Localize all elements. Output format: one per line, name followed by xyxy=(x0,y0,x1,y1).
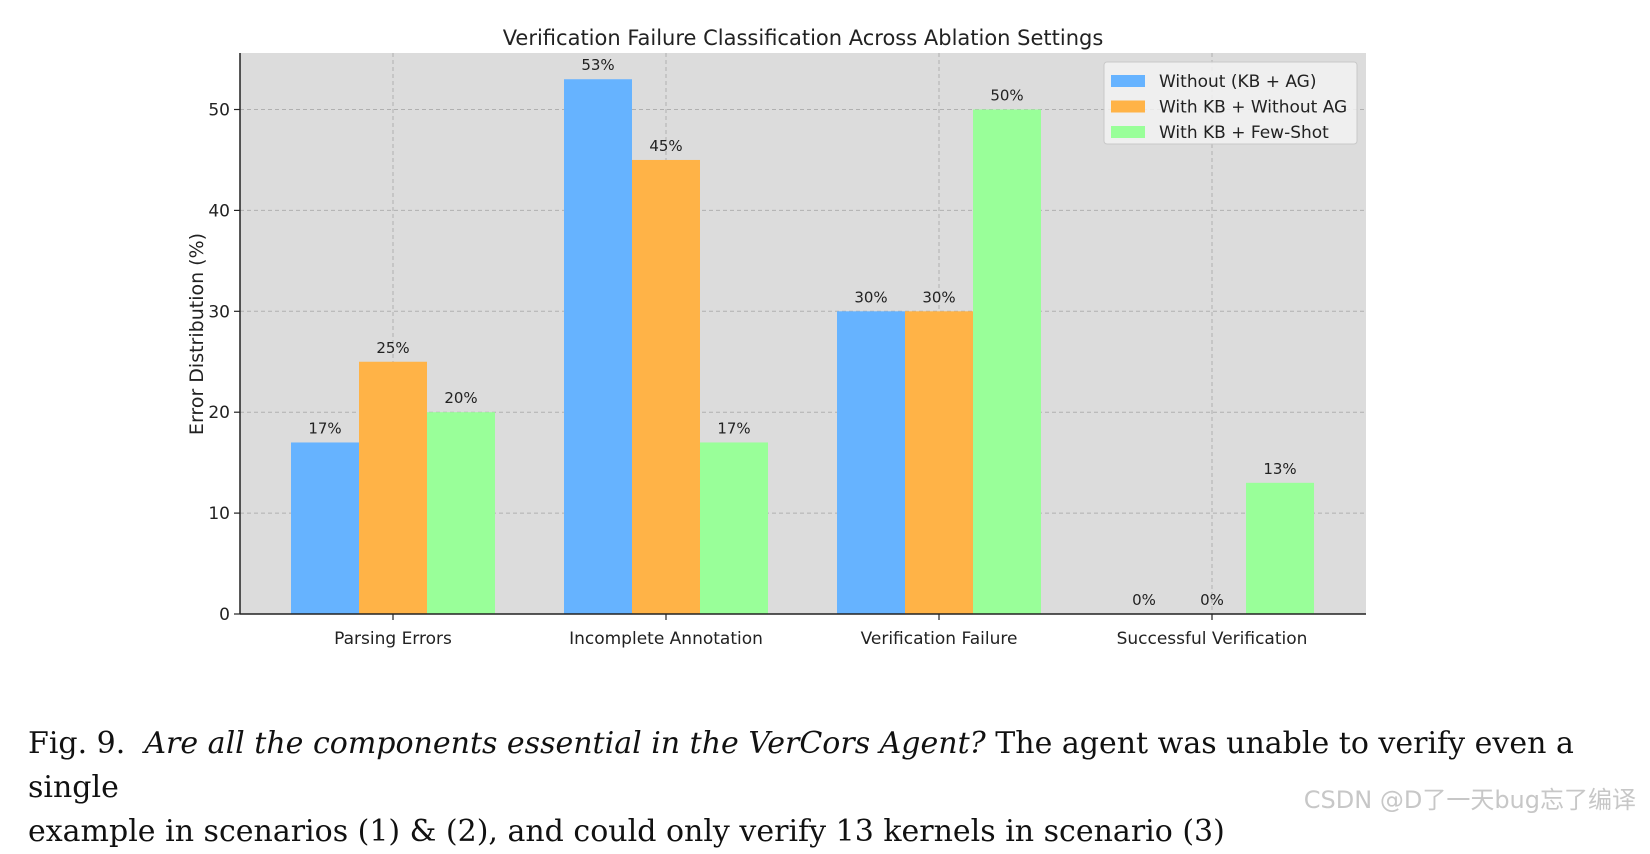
bar-value-labels: 17% 53% 30% 0% 25% 45% 30% 0% 20% 17% 50% 13% xyxy=(308,56,1296,609)
bar xyxy=(1246,482,1314,614)
caption-italic-question: Are all the components essential in the … xyxy=(144,726,986,761)
bar-value-label: 50% xyxy=(990,87,1023,105)
y-ticks: 0 10 20 30 40 50 xyxy=(208,101,240,625)
bar xyxy=(291,442,359,614)
x-tick-label: Successful Verification xyxy=(1117,629,1308,649)
y-tick-label: 0 xyxy=(219,605,230,625)
bar xyxy=(564,79,632,614)
y-tick-label: 40 xyxy=(208,201,230,221)
bar-value-label: 45% xyxy=(649,137,682,155)
bar xyxy=(359,361,427,614)
caption-text-line-1: The agent was unable to verify even a si… xyxy=(28,726,1574,805)
bar xyxy=(700,442,768,614)
caption-line-2: example in scenarios (1) & (2), and coul… xyxy=(28,814,1225,849)
legend-label: With KB + Few-Shot xyxy=(1159,123,1329,143)
x-tick-label: Incomplete Annotation xyxy=(569,629,763,649)
bar-value-label: 0% xyxy=(1132,591,1156,609)
bar-value-label: 17% xyxy=(308,419,341,437)
bar xyxy=(427,412,495,614)
legend-label: With KB + Without AG xyxy=(1159,98,1347,118)
bar-value-label: 25% xyxy=(376,339,409,357)
bar xyxy=(973,109,1041,614)
x-tick-label: Verification Failure xyxy=(861,629,1018,649)
legend-swatch xyxy=(1111,126,1145,138)
legend-swatch xyxy=(1111,75,1145,87)
legend-label: Without (KB + AG) xyxy=(1159,72,1316,92)
bar-chart: 17% 53% 30% 0% 25% 45% 30% 0% 20% 17% 50% 13% 0 10 20… xyxy=(186,26,1366,649)
bar-value-label: 17% xyxy=(717,419,750,437)
bars xyxy=(291,79,1314,614)
bar xyxy=(837,311,905,614)
bar-value-label: 30% xyxy=(922,288,955,306)
bar-value-label: 13% xyxy=(1263,460,1296,478)
legend-box xyxy=(1103,61,1358,145)
bar-value-label: 53% xyxy=(581,56,614,74)
y-tick-label: 10 xyxy=(208,504,230,524)
bar xyxy=(632,159,700,614)
chart-title: Verification Failure Classification Acro… xyxy=(503,26,1104,50)
y-tick-label: 50 xyxy=(208,101,230,121)
bar-value-label: 20% xyxy=(444,389,477,407)
legend-swatch xyxy=(1111,100,1145,113)
caption-line-1: Fig. 9. Are all the components essential… xyxy=(28,722,1628,810)
watermark: CSDN @D了一天bug忘了编译 xyxy=(1303,786,1636,814)
bar-value-label: 30% xyxy=(854,288,887,306)
x-tick-label: Parsing Errors xyxy=(334,629,452,649)
legend: Without (KB + AG) With KB + Without AG Wit… xyxy=(1103,61,1358,145)
bar-value-label: 0% xyxy=(1200,591,1224,609)
bar xyxy=(905,311,973,614)
y-axis-label: Error Distribution (%) xyxy=(186,233,208,435)
x-ticks: Parsing Errors Incomplete Annotation Verif… xyxy=(334,614,1307,649)
y-tick-label: 30 xyxy=(208,302,230,322)
caption-fig-label: Fig. 9. xyxy=(28,726,126,761)
y-tick-label: 20 xyxy=(208,403,230,423)
